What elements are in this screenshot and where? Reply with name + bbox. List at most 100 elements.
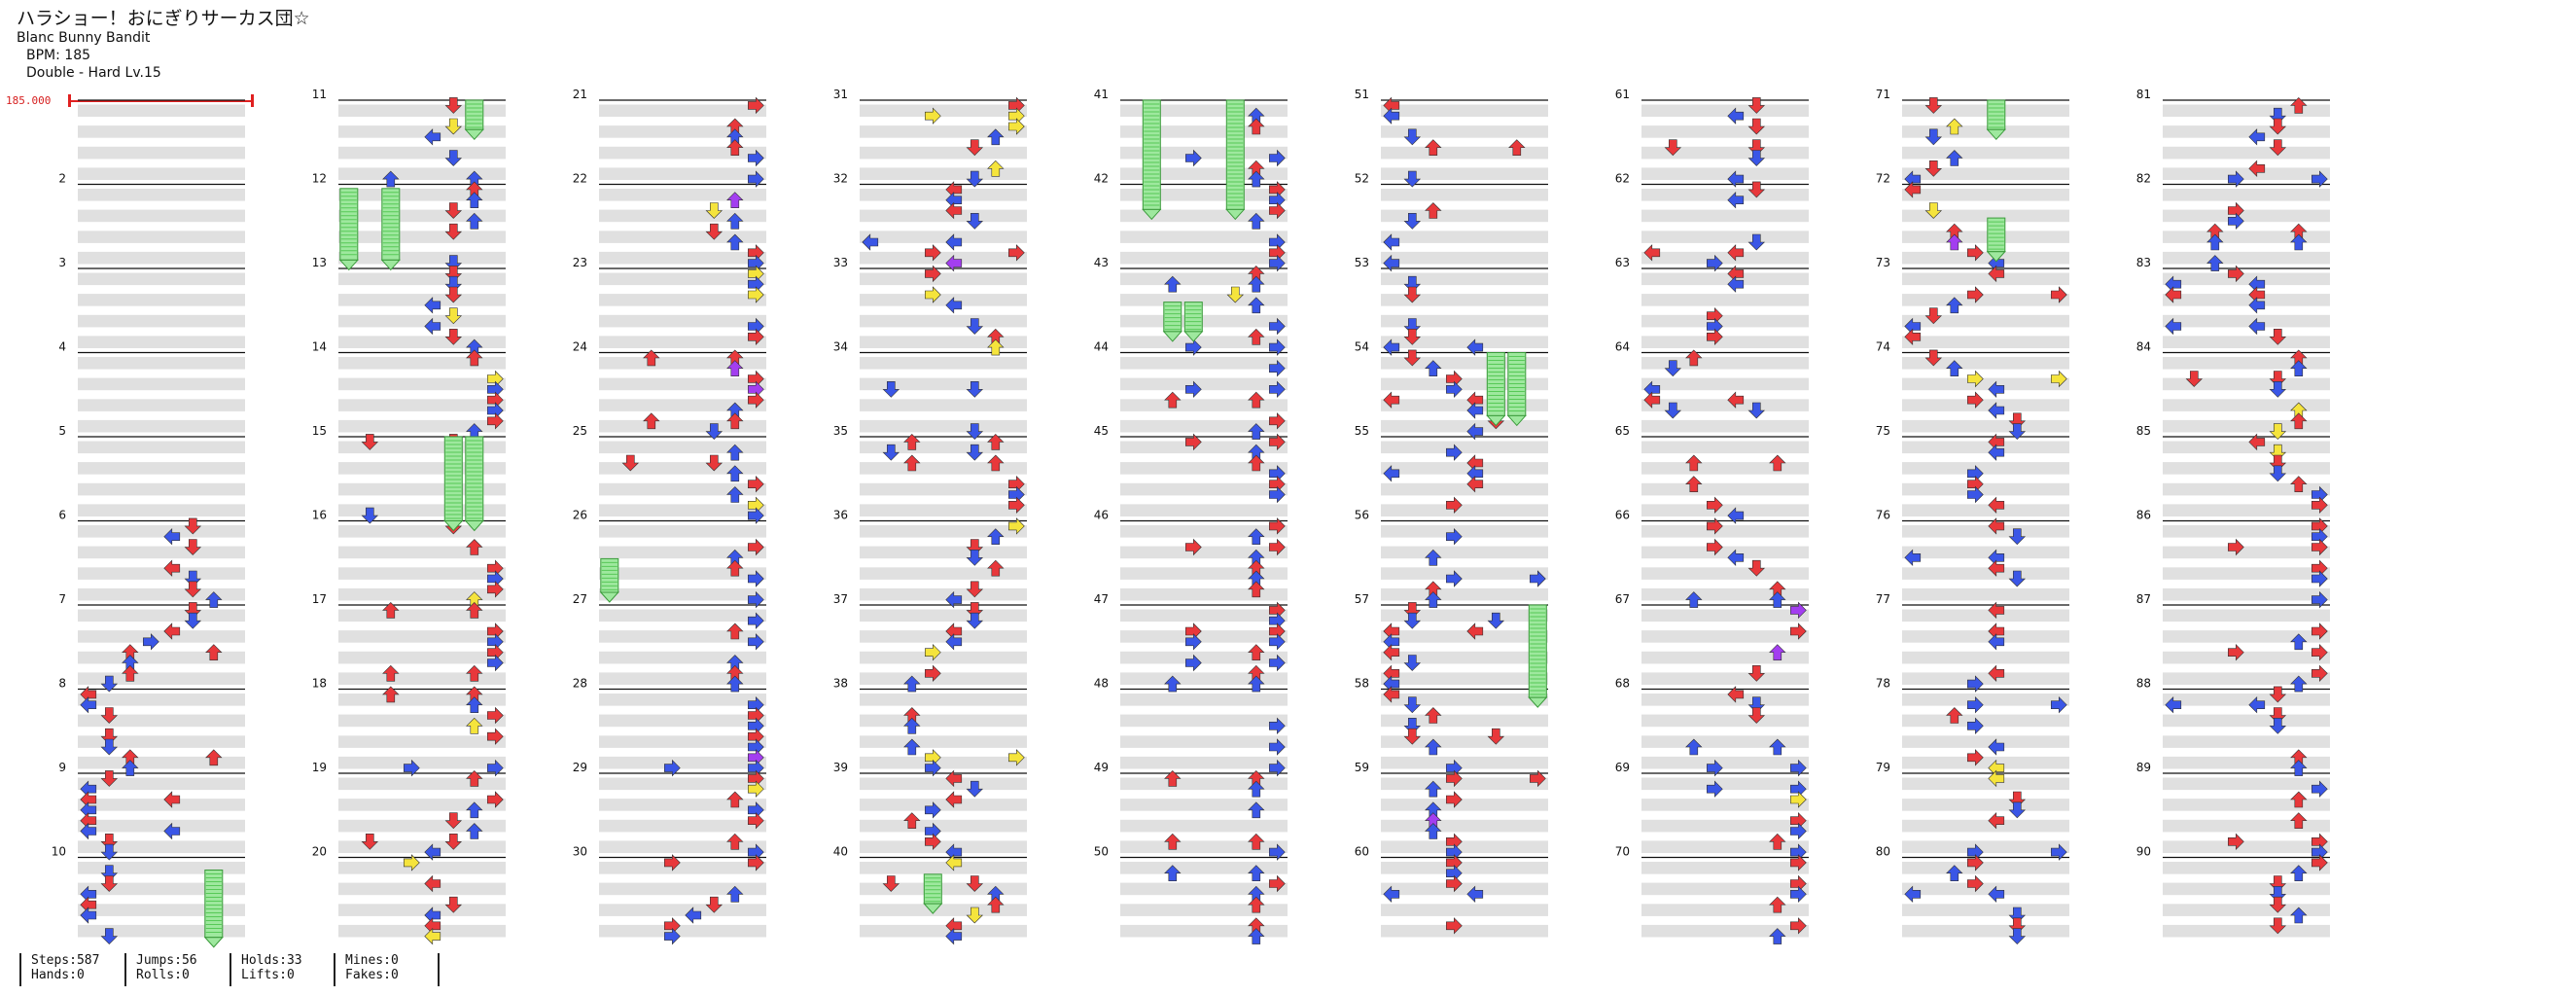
- arrow-icon: [1383, 107, 1400, 124]
- hold-bar-icon: [923, 873, 943, 914]
- beat-band: [599, 462, 766, 475]
- arrow-icon: [80, 822, 97, 840]
- arrow-icon: [1383, 338, 1400, 356]
- arrow-icon: [486, 791, 504, 808]
- stats-group: Jumps:56 Rolls:0: [124, 953, 197, 986]
- arrow-icon: [1269, 654, 1286, 672]
- arrow-icon: [1988, 738, 2005, 756]
- beat-band: [2163, 294, 2330, 306]
- arrow-icon: [987, 528, 1005, 546]
- arrow-icon: [966, 380, 984, 398]
- arrow-icon: [1269, 317, 1286, 336]
- arrow-icon: [1008, 517, 1025, 535]
- beat-band: [78, 504, 245, 516]
- beat-band: [1120, 462, 1288, 475]
- beat-band: [1120, 819, 1288, 833]
- arrow-icon: [987, 128, 1005, 146]
- arrow-icon: [1685, 454, 1703, 472]
- arrow-icon: [1269, 717, 1286, 735]
- arrow-icon: [1425, 823, 1442, 839]
- chart-column: [78, 99, 245, 938]
- arrow-icon: [1924, 307, 1943, 325]
- arrow-icon: [1425, 780, 1442, 798]
- arrow-icon: [1924, 97, 1943, 114]
- arrow-icon: [100, 843, 119, 861]
- rolls-count: Rolls:0: [136, 968, 190, 982]
- arrow-icon: [2165, 286, 2182, 303]
- beat-band: [1641, 735, 1809, 748]
- arrow-icon: [747, 286, 764, 303]
- arrow-icon: [184, 581, 202, 598]
- beat-band: [1381, 694, 1548, 706]
- beat-band: [338, 314, 506, 328]
- beat-band: [599, 104, 766, 118]
- arrow-icon: [2051, 370, 2067, 388]
- measure-number: 50: [1094, 845, 1109, 859]
- beat-band: [78, 651, 245, 664]
- beat-band: [2163, 336, 2330, 348]
- beat-band: [1381, 377, 1548, 391]
- beat-band: [599, 714, 766, 728]
- arrow-icon: [1685, 738, 1703, 756]
- beat-band: [1120, 735, 1288, 748]
- beat-band: [2163, 482, 2330, 496]
- beat-band: [599, 294, 766, 306]
- arrow-icon: [1403, 655, 1422, 671]
- arrow-icon: [966, 139, 984, 157]
- beat-band: [1381, 924, 1548, 938]
- beat-band: [860, 419, 1027, 433]
- beat-band: [1641, 462, 1809, 475]
- beat-band: [338, 694, 506, 706]
- beat-band: [78, 104, 245, 118]
- arrow-icon: [2290, 412, 2308, 430]
- beat-band: [860, 799, 1027, 811]
- arrow-icon: [966, 907, 984, 924]
- arrow-icon: [1967, 854, 1984, 872]
- arrow-icon: [924, 801, 941, 819]
- beat-band: [860, 294, 1027, 306]
- arrow-icon: [1967, 695, 1984, 714]
- arrow-icon: [1904, 181, 1922, 198]
- measure-number: 5: [58, 424, 66, 438]
- arrow-icon: [1185, 633, 1202, 651]
- arrow-icon: [1685, 476, 1703, 493]
- measure-number: 72: [1876, 172, 1890, 186]
- arrow-icon: [1924, 128, 1943, 146]
- beat-band: [2163, 799, 2330, 811]
- arrow-icon: [486, 581, 504, 598]
- beat-band: [78, 567, 245, 580]
- arrow-icon: [747, 475, 764, 493]
- arrow-icon: [1466, 475, 1484, 493]
- arrow-icon: [2248, 297, 2266, 314]
- arrow-icon: [1383, 233, 1400, 251]
- beat-band: [1381, 104, 1548, 118]
- measure-number: 43: [1094, 256, 1109, 269]
- arrow-icon: [2008, 801, 2027, 819]
- beat-band: [1902, 777, 2069, 791]
- beat-band: [338, 294, 506, 306]
- beat-band: [1381, 294, 1548, 306]
- beat-band: [1902, 904, 2069, 916]
- arrow-icon: [882, 444, 900, 461]
- arrow-icon: [966, 612, 984, 629]
- measure-number: 63: [1615, 256, 1630, 269]
- arrow-icon: [466, 601, 483, 619]
- measure-number: 6: [58, 509, 66, 522]
- measure-number: 89: [2136, 761, 2151, 774]
- beat-band: [860, 630, 1027, 643]
- beat-band: [338, 441, 506, 454]
- measure-number: 32: [833, 172, 848, 186]
- beat-band: [1120, 714, 1288, 728]
- beat-band: [1120, 189, 1288, 201]
- arrow-icon: [2248, 433, 2266, 451]
- arrow-icon: [987, 454, 1005, 472]
- arrow-icon: [1164, 833, 1182, 850]
- beat-band: [338, 462, 506, 475]
- beat-band: [2163, 399, 2330, 411]
- measure-number: 22: [573, 172, 587, 186]
- arrow-icon: [1707, 780, 1723, 798]
- beat-band: [860, 525, 1027, 538]
- beat-band: [338, 419, 506, 433]
- arrow-icon: [1508, 139, 1526, 156]
- arrow-icon: [945, 233, 963, 251]
